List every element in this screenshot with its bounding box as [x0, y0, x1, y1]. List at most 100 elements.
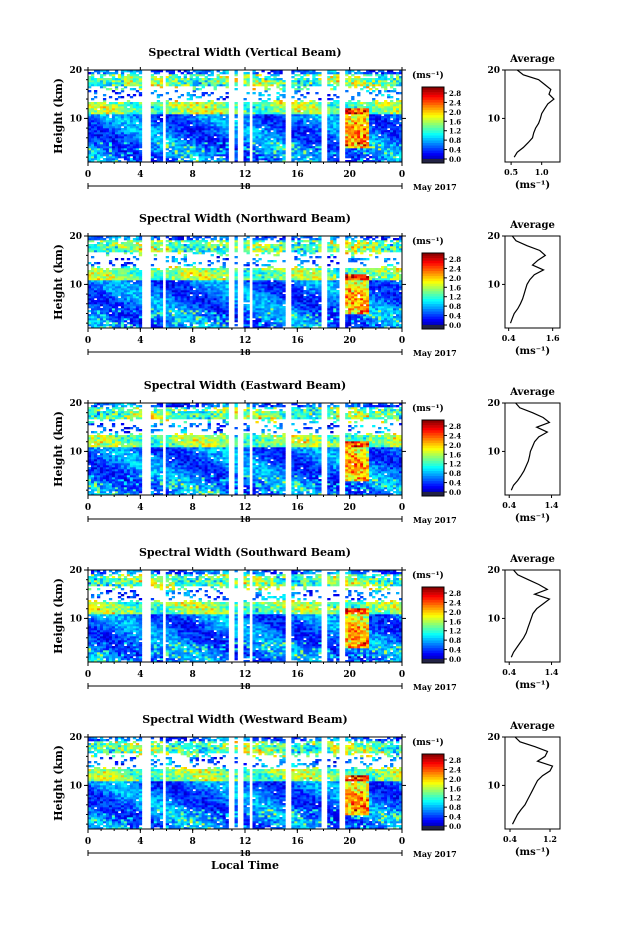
average-title: Average [509, 54, 555, 65]
colorbar-tick-label: 2.8 [449, 89, 461, 98]
colorbar-tick-label: 1.2 [449, 460, 461, 469]
x-tick-label: 4 [137, 837, 143, 847]
colorbar-tick-label: 2.0 [449, 274, 461, 283]
panel-5: Spectral Width (Westward Beam)1020Height… [52, 713, 560, 872]
month-label: May 2017 [413, 348, 457, 358]
colorbar-unit: (ms⁻¹) [412, 236, 444, 247]
average-x-tick-label: 1.0 [535, 167, 549, 177]
colorbar-tick-label: 0.0 [449, 321, 461, 330]
y-axis-label: Height (km) [52, 411, 65, 487]
y-axis-label: Height (km) [52, 78, 65, 154]
colorbar-tick-label: 2.4 [449, 765, 461, 774]
heatmap-cells [88, 570, 402, 662]
y-tick-label: 20 [69, 66, 82, 76]
average-x-tick-label: 1.4 [545, 667, 559, 677]
x-tick-label: 12 [239, 837, 252, 847]
x-tick-label: 16 [291, 837, 304, 847]
y-axis-label: Height (km) [52, 244, 65, 320]
average-x-tick-label: 1.2 [543, 834, 557, 844]
x-tick-label: 0 [399, 503, 405, 513]
y-tick-label: 20 [69, 566, 82, 576]
average-y-tick-label: 10 [487, 614, 500, 624]
y-tick-label: 20 [69, 399, 82, 409]
colorbar-tick-label: 2.8 [449, 756, 461, 765]
average-frame [505, 737, 560, 829]
average-x-label: (ms⁻¹) [515, 180, 550, 191]
y-tick-label: 10 [69, 114, 82, 124]
month-label: May 2017 [413, 515, 457, 525]
average-y-tick-label: 10 [487, 114, 500, 124]
colorbar-tick-label: 0.8 [449, 302, 461, 311]
colorbar-tick-label: 0.0 [449, 822, 461, 831]
average-title: Average [509, 721, 555, 732]
average-title: Average [509, 220, 555, 231]
x-tick-label: 20 [343, 837, 356, 847]
panel-4: Spectral Width (Southward Beam)1020Heigh… [52, 546, 560, 692]
colorbar-tick-label: 0.8 [449, 803, 461, 812]
average-y-tick-label: 20 [487, 66, 500, 76]
x-tick-label: 4 [137, 503, 143, 513]
y-tick-label: 10 [69, 614, 82, 624]
colorbar: 0.00.40.81.21.62.02.42.8 [422, 420, 461, 497]
colorbar-tick-label: 0.4 [449, 146, 461, 155]
average-y-tick-label: 20 [487, 232, 500, 242]
panel-title: Spectral Width (Westward Beam) [142, 713, 347, 726]
average-y-tick-label: 20 [487, 399, 500, 409]
panel-title: Spectral Width (Southward Beam) [139, 546, 351, 559]
x-axis-label: Local Time [211, 859, 279, 872]
average-title: Average [509, 554, 555, 565]
x-tick-label: 20 [343, 336, 356, 346]
colorbar-tick-label: 0.8 [449, 469, 461, 478]
colorbar-unit: (ms⁻¹) [412, 570, 444, 581]
x-tick-label: 8 [190, 670, 196, 680]
panel-1: Spectral Width (Vertical Beam) 10 20 Height… [52, 46, 560, 192]
x-tick-label: 20 [343, 170, 356, 180]
day-label: 18 [239, 514, 251, 524]
heatmap-cells [88, 236, 402, 328]
average-x-tick-label: 0.4 [502, 667, 516, 677]
y-axis-label: Height (km) [52, 745, 65, 821]
colorbar-tick-label: 1.6 [449, 283, 461, 292]
colorbar-tick-label: 0.4 [449, 312, 461, 321]
x-tick-label: 0 [85, 670, 91, 680]
colorbar-tick-label: 1.2 [449, 293, 461, 302]
x-tick-label: 12 [239, 170, 252, 180]
panel-3: Spectral Width (Eastward Beam) 10 20 Height… [52, 379, 560, 525]
colorbar-tick-label: 2.8 [449, 589, 461, 598]
panel-title: Spectral Width (Vertical Beam) [148, 46, 341, 59]
day-label: 18 [239, 848, 251, 858]
colorbar: 0.00.40.81.21.62.02.42.8 [422, 87, 461, 164]
average-line [514, 70, 554, 157]
x-tick-label: 0 [85, 336, 91, 346]
colorbar-tick-label: 1.2 [449, 127, 461, 136]
average-x-label: (ms⁻¹) [515, 847, 550, 858]
x-tick-label: 12 [239, 503, 252, 513]
average-y-tick-label: 10 [487, 447, 500, 457]
x-tick-label: 8 [190, 170, 196, 180]
heatmap-cells [88, 70, 402, 162]
average-y-tick-label: 20 [487, 733, 500, 743]
x-tick-label: 4 [137, 670, 143, 680]
panel-title: Spectral Width (Eastward Beam) [144, 379, 346, 392]
average-x-tick-label: 1.4 [545, 500, 559, 510]
colorbar-tick-label: 1.6 [449, 450, 461, 459]
colorbar-unit: (ms⁻¹) [412, 737, 444, 748]
average-line [513, 737, 553, 824]
x-tick-label: 20 [343, 503, 356, 513]
x-tick-label: 0 [85, 837, 91, 847]
x-tick-label: 20 [343, 670, 356, 680]
average-line [511, 236, 546, 323]
heatmap-cells [88, 403, 402, 495]
colorbar-tick-label: 2.8 [449, 422, 461, 431]
colorbar-tick-label: 0.4 [449, 646, 461, 655]
colorbar-tick-label: 2.0 [449, 608, 461, 617]
x-tick-label: 0 [399, 170, 405, 180]
day-label: 18 [239, 681, 251, 691]
x-tick-label: 4 [137, 170, 143, 180]
y-tick-label: 10 [69, 447, 82, 457]
colorbar-tick-label: 1.2 [449, 794, 461, 803]
